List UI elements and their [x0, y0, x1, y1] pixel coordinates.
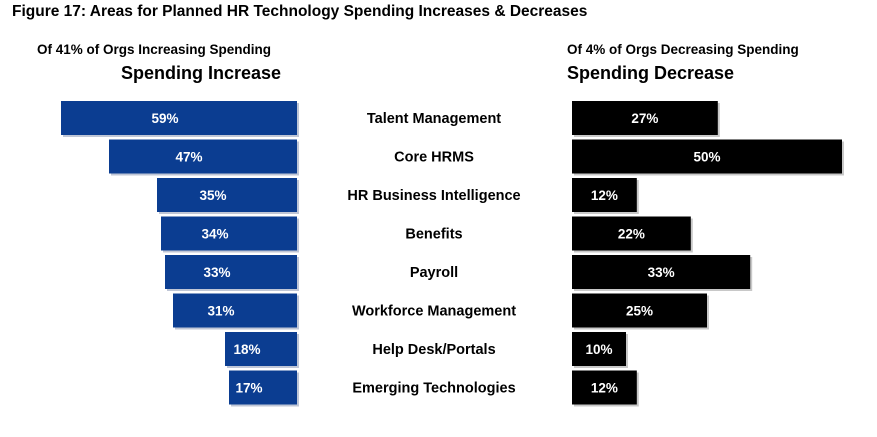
- category-label-benefits: Benefits: [405, 227, 462, 243]
- decrease-bar-benefits: [572, 216, 691, 251]
- increase-value-label: 59%: [151, 111, 178, 126]
- decrease-value-label: 12%: [591, 381, 618, 396]
- increase-bar-help-desk-portals: [225, 332, 297, 366]
- decrease-value-label: 33%: [648, 265, 675, 280]
- increase-subtitle: Of 41% of Orgs Increasing Spending: [37, 42, 272, 57]
- increase-value-label: 35%: [199, 188, 226, 203]
- decrease-value-label: 50%: [693, 150, 720, 165]
- increase-bar-emerging-technologies: [229, 370, 297, 405]
- increase-value-label: 18%: [233, 342, 260, 357]
- category-label-talent-management: Talent Management: [367, 111, 501, 127]
- increase-bar-workforce-management: [173, 293, 297, 328]
- increase-value-label: 34%: [201, 227, 228, 242]
- decrease-value-label: 25%: [626, 304, 653, 319]
- increase-bar-core-hrms: [109, 139, 297, 174]
- increase-bar-talent-management: [61, 101, 297, 135]
- decrease-bar-core-hrms: [572, 139, 842, 174]
- increase-bar-payroll: [165, 255, 297, 289]
- increase-heading: Spending Increase: [121, 63, 282, 83]
- decrease-value-label: 10%: [585, 342, 612, 357]
- increase-bar-hr-business-intelligence: [157, 178, 297, 212]
- decrease-bar-payroll: [572, 255, 751, 289]
- decrease-value-label: 27%: [631, 111, 658, 126]
- decrease-bar-emerging-technologies: [572, 370, 637, 405]
- decrease-subtitle: Of 4% of Orgs Decreasing Spending: [567, 42, 799, 57]
- increase-bar-benefits: [161, 216, 297, 251]
- category-label-workforce-management: Workforce Management: [352, 304, 516, 320]
- category-label-help-desk-portals: Help Desk/Portals: [372, 342, 495, 358]
- decrease-value-label: 12%: [591, 188, 618, 203]
- decrease-bar-talent-management: [572, 101, 718, 135]
- category-label-core-hrms: Core HRMS: [394, 150, 474, 166]
- decrease-bar-workforce-management: [572, 293, 707, 328]
- category-label-emerging-technologies: Emerging Technologies: [352, 381, 515, 397]
- decrease-bar-hr-business-intelligence: [572, 178, 637, 212]
- decrease-value-label: 22%: [618, 227, 645, 242]
- decrease-heading: Spending Decrease: [567, 63, 735, 83]
- figure-title: Figure 17: Areas for Planned HR Technolo…: [12, 3, 588, 20]
- increase-value-label: 17%: [235, 381, 262, 396]
- category-label-hr-business-intelligence: HR Business Intelligence: [347, 188, 520, 204]
- increase-value-label: 31%: [207, 304, 234, 319]
- decrease-bar-help-desk-portals: [572, 332, 626, 366]
- increase-value-label: 47%: [175, 150, 202, 165]
- category-label-payroll: Payroll: [410, 265, 458, 281]
- increase-value-label: 33%: [203, 265, 230, 280]
